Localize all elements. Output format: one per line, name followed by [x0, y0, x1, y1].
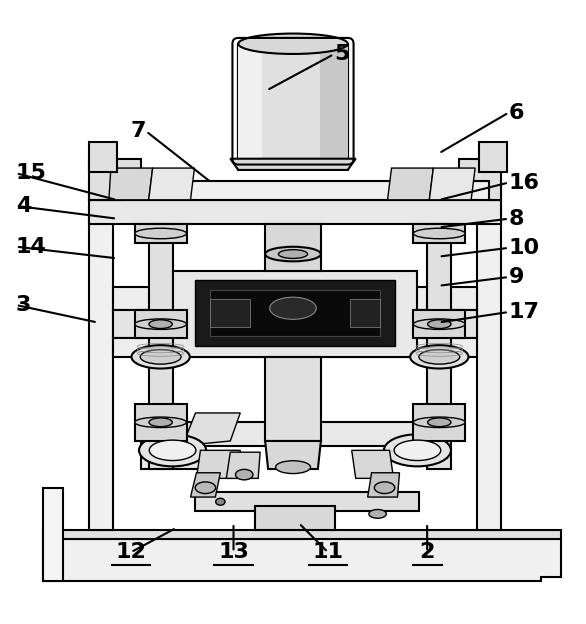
Text: 11: 11 [312, 542, 343, 562]
Ellipse shape [149, 440, 196, 461]
Polygon shape [414, 404, 465, 441]
Ellipse shape [419, 349, 459, 364]
Polygon shape [387, 168, 433, 200]
Ellipse shape [195, 482, 216, 494]
Polygon shape [89, 207, 113, 530]
Polygon shape [367, 473, 400, 497]
Ellipse shape [394, 440, 441, 461]
Ellipse shape [140, 349, 181, 364]
Ellipse shape [278, 250, 308, 258]
Polygon shape [135, 404, 186, 441]
Polygon shape [459, 158, 501, 200]
Ellipse shape [414, 228, 465, 239]
Polygon shape [113, 287, 477, 310]
Polygon shape [477, 207, 501, 530]
Ellipse shape [414, 417, 465, 427]
Text: 4: 4 [16, 196, 31, 216]
Ellipse shape [374, 482, 395, 494]
Text: 10: 10 [509, 238, 540, 258]
Polygon shape [414, 310, 465, 338]
Polygon shape [89, 200, 501, 224]
Polygon shape [265, 441, 321, 469]
Text: 15: 15 [16, 163, 47, 183]
Text: 3: 3 [16, 295, 31, 315]
Polygon shape [479, 142, 507, 172]
Polygon shape [210, 290, 380, 336]
Ellipse shape [131, 345, 190, 369]
Ellipse shape [265, 246, 321, 261]
Polygon shape [196, 492, 420, 511]
Polygon shape [113, 310, 477, 338]
Text: 9: 9 [509, 267, 524, 287]
Polygon shape [182, 413, 240, 446]
Ellipse shape [275, 461, 311, 474]
Polygon shape [239, 44, 262, 158]
Polygon shape [190, 473, 220, 497]
Polygon shape [149, 168, 195, 200]
Ellipse shape [236, 469, 253, 480]
Ellipse shape [428, 418, 451, 427]
Polygon shape [414, 224, 465, 243]
Text: 17: 17 [509, 302, 540, 322]
Polygon shape [427, 224, 451, 469]
Polygon shape [210, 299, 250, 327]
Polygon shape [265, 224, 321, 271]
Ellipse shape [369, 510, 386, 519]
Polygon shape [230, 158, 356, 170]
Polygon shape [350, 299, 380, 327]
Ellipse shape [216, 498, 225, 505]
Ellipse shape [149, 319, 172, 328]
Ellipse shape [414, 319, 465, 329]
Polygon shape [89, 158, 141, 200]
Ellipse shape [410, 345, 468, 369]
Polygon shape [172, 422, 417, 446]
Ellipse shape [139, 434, 206, 466]
Polygon shape [135, 310, 186, 338]
Polygon shape [89, 142, 117, 172]
Polygon shape [141, 432, 200, 469]
Polygon shape [196, 280, 394, 346]
Polygon shape [255, 507, 335, 530]
Ellipse shape [270, 297, 316, 319]
Ellipse shape [239, 34, 347, 54]
Text: 8: 8 [509, 208, 524, 228]
Text: 5: 5 [334, 44, 349, 64]
Polygon shape [43, 530, 561, 539]
Ellipse shape [135, 228, 186, 239]
Polygon shape [149, 224, 172, 469]
Polygon shape [320, 44, 347, 158]
Text: 12: 12 [115, 542, 146, 562]
Polygon shape [43, 488, 63, 581]
Text: 13: 13 [218, 542, 249, 562]
Polygon shape [135, 224, 186, 243]
Text: 2: 2 [420, 542, 435, 562]
Polygon shape [196, 451, 240, 479]
Polygon shape [430, 168, 475, 200]
Polygon shape [89, 181, 501, 200]
Polygon shape [352, 451, 394, 479]
Text: 16: 16 [509, 172, 540, 193]
Ellipse shape [135, 319, 186, 329]
Text: 7: 7 [131, 121, 146, 141]
Text: 14: 14 [16, 236, 47, 256]
Polygon shape [109, 168, 153, 200]
Polygon shape [265, 357, 321, 441]
Polygon shape [172, 271, 417, 357]
Ellipse shape [384, 434, 451, 466]
Polygon shape [226, 452, 260, 479]
Text: 6: 6 [509, 102, 524, 122]
Ellipse shape [149, 418, 172, 427]
Polygon shape [239, 44, 347, 158]
Polygon shape [43, 539, 561, 581]
Polygon shape [113, 338, 477, 357]
Ellipse shape [428, 319, 451, 328]
Ellipse shape [135, 417, 186, 427]
